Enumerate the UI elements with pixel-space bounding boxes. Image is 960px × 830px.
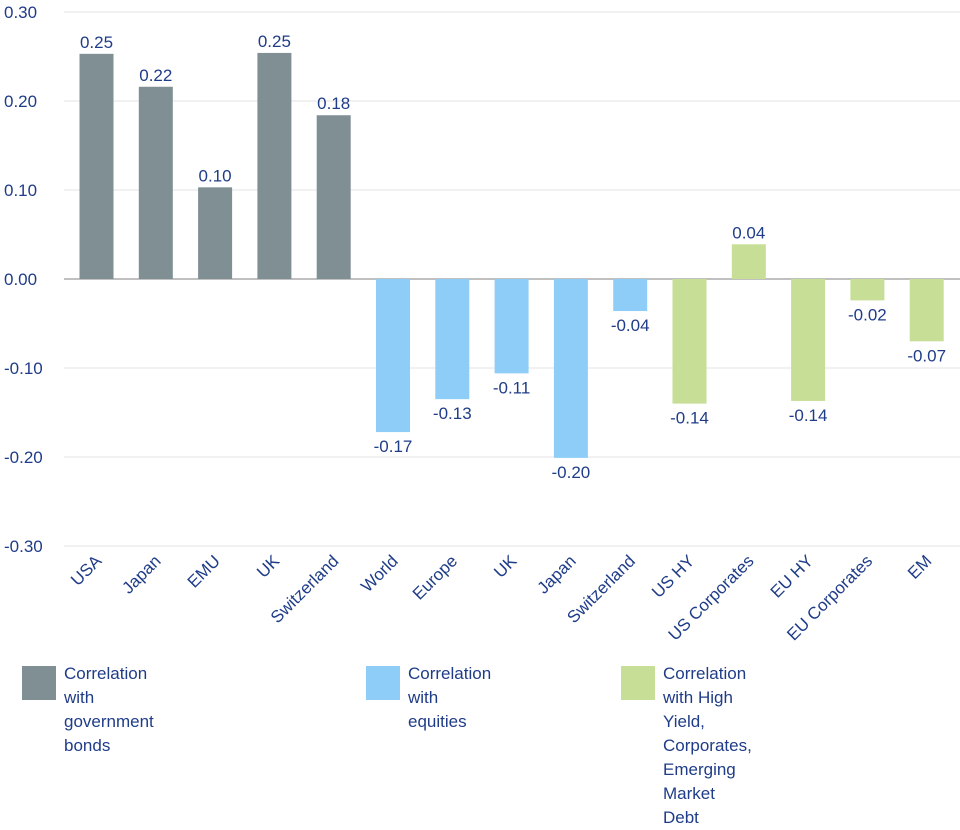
y-tick-label: -0.30 [4,537,43,556]
x-tick-label: US HY [648,551,698,601]
bar-switzerland [613,279,648,312]
data-label: 0.18 [317,94,350,113]
data-label: -0.11 [493,378,531,397]
data-label: 0.25 [258,32,291,51]
bar-japan [553,279,588,458]
x-tick-label: Japan [118,551,164,597]
bar-eu-hy [791,279,826,401]
bar-uk [257,52,292,279]
data-label: -0.02 [848,305,887,324]
x-tick-label: EM [904,551,935,582]
x-tick-label: UK [253,551,284,582]
legend-swatch-high-yield-corporates-emd [621,666,655,700]
bar-eu-corporates [850,279,885,301]
y-tick-label: 0.10 [4,181,37,200]
x-tick-label: Europe [409,551,461,603]
y-tick-label: 0.00 [4,270,37,289]
bar-us-corporates [731,244,766,279]
x-tick-label: Japan [534,551,580,597]
legend-label-government-bonds: Correlation with government bonds [64,664,154,755]
data-label: -0.07 [907,346,946,365]
bar-usa [79,53,114,279]
data-label: -0.13 [433,404,472,423]
legend-label-high-yield-corporates-emd: Correlation with High Yield, Corporates,… [663,664,752,827]
data-label: -0.14 [789,406,828,425]
bar-europe [435,279,470,400]
x-tick-label: World [357,551,402,596]
chart: 0.30 0.20 0.10 0.00 -0.10 -0.20 -0.30 0.25 USA 0.… [4,3,960,644]
x-tick-label: EMU [184,551,224,591]
bar-em [909,279,944,342]
y-tick-label: 0.20 [4,92,37,111]
data-label: 0.04 [732,223,765,242]
data-label: -0.17 [374,437,413,456]
data-label: -0.14 [670,409,709,428]
legend-label-equities: Correlation with equities [408,664,492,731]
x-tick-label: EU HY [767,551,817,601]
bar-switzerland [316,115,351,280]
bar-emu [198,187,233,279]
bar-world [376,279,410,433]
x-tick-label: UK [490,551,521,582]
bar-japan [138,86,173,279]
data-label: 0.10 [199,166,232,185]
legend-swatch-government-bonds [22,666,56,700]
legend: Correlation with government bonds Correl… [0,652,960,827]
data-label: -0.04 [611,316,650,335]
legend-swatch-equities [366,666,400,700]
data-label: -0.20 [552,463,591,482]
bar-us-hy [672,279,707,404]
bar-uk [494,279,529,374]
x-tick-label: USA [67,551,106,590]
y-tick-label: 0.30 [4,3,37,22]
y-tick-label: -0.20 [4,448,43,467]
data-label: 0.25 [80,33,113,52]
data-label: 0.22 [139,66,172,85]
y-tick-label: -0.10 [4,359,43,378]
